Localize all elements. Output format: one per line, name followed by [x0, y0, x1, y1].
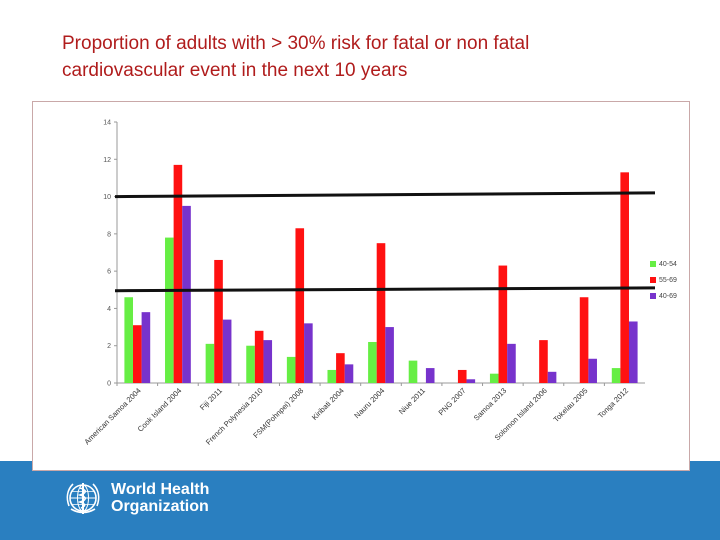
bar-40-69-american-samoa-2004 — [141, 312, 151, 383]
bar-55-69-nauru-2004 — [376, 243, 386, 383]
bar-40-69-nauru-2004 — [385, 327, 394, 383]
bar-55-69-samoa-2013 — [498, 265, 508, 383]
bar-40-69-niue-2011 — [425, 368, 435, 383]
legend-label-40-69: 40-69 — [659, 293, 677, 300]
category-label: PNG 2007 — [437, 386, 468, 417]
bar-55-69-kiribati-2004 — [336, 353, 345, 383]
y-tick-label: 2 — [107, 343, 111, 350]
y-tick-label: 4 — [107, 306, 111, 313]
bar-40-54-fiji-2011 — [205, 343, 215, 383]
reference-line-2 — [114, 286, 656, 293]
footer-band — [0, 461, 720, 540]
slide-title-line-2: cardiovascular event in the next 10 year… — [62, 60, 408, 81]
who-wordmark-line-1: World Health — [111, 481, 210, 498]
bar-40-54-samoa-2013 — [489, 373, 499, 383]
category-label: Tonga 2012 — [596, 386, 630, 420]
legend-swatch-40-69 — [650, 293, 656, 299]
category-label: Niue 2011 — [397, 386, 427, 416]
bar-55-69-fiji-2011 — [214, 259, 223, 383]
bar-40-69-kiribati-2004 — [344, 364, 354, 383]
legend-label-55-69: 55-69 — [659, 277, 677, 284]
y-tick-label: 12 — [103, 157, 111, 164]
bar-40-54-niue-2011 — [408, 360, 418, 383]
slide-title-line-1: Proportion of adults with > 30% risk for… — [62, 33, 530, 54]
reference-line-1 — [114, 191, 656, 199]
bar-55-69-cook-island-2004 — [173, 164, 183, 383]
bar-55-69-fsm-pohnpei-2008 — [295, 228, 305, 383]
bar-40-54-american-samoa-2004 — [124, 297, 134, 383]
bar-40-69-tokelau-2005 — [588, 358, 597, 383]
who-wordmark: World Health Organization — [111, 481, 209, 515]
bar-40-69-fsm-pohnpei-2008 — [304, 323, 313, 383]
bar-55-69-solomon-island-2006 — [539, 340, 548, 383]
y-tick-label: 0 — [107, 381, 111, 388]
category-label: American Samoa 2004 — [82, 386, 142, 446]
who-wordmark-line-2: Organization — [111, 498, 209, 515]
category-label: Tokelau 2005 — [552, 386, 590, 424]
category-label: Kiribati 2004 — [310, 386, 346, 422]
y-tick-label: 8 — [107, 231, 111, 238]
legend-swatch-55-69 — [650, 277, 656, 283]
legend-swatch-40-54 — [650, 261, 656, 267]
category-label: Cook Island 2004 — [136, 386, 184, 434]
bar-40-69-png-2007 — [466, 379, 476, 383]
category-label: Fiji 2011 — [198, 386, 224, 412]
bar-55-69-french-polynesia-2010 — [254, 330, 264, 383]
bar-55-69-american-samoa-2004 — [133, 325, 142, 383]
bar-40-54-kiribati-2004 — [327, 369, 337, 383]
bar-40-54-cook-island-2004 — [165, 237, 174, 383]
bar-40-69-fiji-2011 — [222, 319, 232, 383]
bar-55-69-tonga-2012 — [620, 172, 629, 383]
who-emblem-icon — [66, 483, 100, 514]
bar-40-69-tonga-2012 — [628, 321, 638, 383]
chart-frame: 0 2 4 6 8 10 12 14 American Samoa 2004 Cook Islan… — [32, 101, 690, 471]
y-tick-label: 14 — [103, 120, 111, 127]
bar-40-69-cook-island-2004 — [182, 205, 191, 383]
bar-40-54-french-polynesia-2010 — [246, 345, 255, 383]
bar-40-69-solomon-island-2006 — [547, 371, 557, 383]
bar-40-69-samoa-2013 — [507, 343, 516, 383]
legend-label-40-54: 40-54 — [659, 261, 677, 268]
bar-55-69-tokelau-2005 — [579, 297, 589, 383]
slide-title: Proportion of adults with > 30% risk for… — [62, 30, 682, 84]
bar-55-69-png-2007 — [457, 369, 467, 383]
bar-40-54-tonga-2012 — [611, 368, 621, 383]
bar-40-54-fsm-pohnpei-2008 — [286, 356, 296, 383]
bar-40-54-nauru-2004 — [368, 341, 377, 383]
y-tick-label: 6 — [107, 269, 111, 276]
bar-40-69-french-polynesia-2010 — [263, 340, 273, 383]
category-label: Samoa 2013 — [472, 386, 508, 422]
y-tick-label: 10 — [103, 194, 111, 201]
category-label: Nauru 2004 — [352, 386, 386, 420]
